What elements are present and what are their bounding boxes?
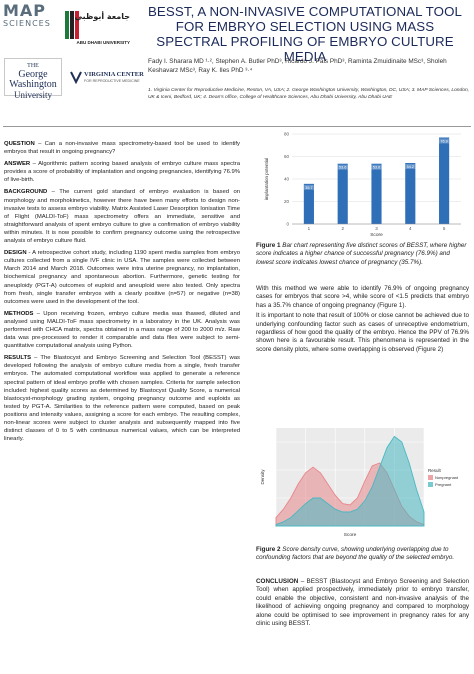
virginia-center-logo: VIRGINIA CENTER FOR REPRODUCTIVE MEDICIN… (70, 68, 144, 92)
background-heading: BACKGROUND (4, 189, 48, 196)
results-paragraph-1: With this method we were able to identif… (256, 285, 469, 309)
legend-label: Pregnant (435, 482, 452, 487)
methods-heading: METHODS (4, 310, 34, 317)
question-heading: QUESTION (4, 141, 35, 147)
figure-2-label: Figure 2 (256, 546, 281, 553)
question-section: QUESTION – Can a non-invasive mass spect… (4, 140, 240, 156)
question-text: – Can a non-invasive mass spectrometry-b… (4, 141, 240, 156)
figure-1-caption: Figure 1 Bar chart representing five dis… (256, 242, 469, 267)
gwu-george-washington: George Washington (9, 69, 57, 90)
x-axis-title: Score (370, 232, 383, 238)
y-tick-label: 40 (284, 177, 290, 182)
design-heading: DESIGN (4, 250, 27, 257)
palm-emblem-icon (65, 11, 79, 39)
bar-value-label: 54.2 (407, 165, 414, 169)
figure-1-label: Figure 1 (256, 242, 281, 249)
bar (371, 163, 382, 224)
map-sciences-logo: MAP SCIENCES (3, 2, 55, 28)
y-tick-label: 20 (284, 199, 290, 204)
results-paragraph-2: It is important to note that result of 1… (256, 312, 469, 353)
figure-1-bar-chart: 0 20 40 60 80 35.7 1 53.6 2 53.6 3 54.2 4 76.9 5 Score i… (264, 132, 461, 238)
answer-text: – Algorithmic pattern scoring based anal… (4, 161, 240, 184)
background-text: – The current gold standard of embryo ev… (4, 189, 240, 245)
bar (439, 137, 450, 224)
legend-swatch (428, 482, 433, 487)
conclusion-section: CONCLUSION – BESST (Blastocyst and Embry… (256, 578, 469, 628)
answer-section: ANSWER – Algorithmic pattern scoring bas… (4, 160, 240, 184)
x-tick-label: 5 (443, 226, 446, 231)
bar-label-bg (337, 164, 348, 170)
conclusion-text: – BESST (Blastocyst and Embryo Screening… (256, 578, 469, 628)
bar (405, 163, 416, 224)
author-list: Fady I. Sharara MD ¹·², Stephen A. Butle… (148, 58, 447, 74)
x-axis-title: Score (344, 532, 357, 538)
george-washington-university-logo: THE George Washington University (4, 58, 62, 100)
figure-1-caption-text: Bar chart representing five distinct sco… (256, 242, 467, 266)
header-divider (3, 126, 471, 127)
density-area (275, 435, 425, 527)
gwu-the: THE (27, 63, 39, 69)
results-section: RESULTS – The Blastocyst and Embryo Scre… (4, 354, 240, 443)
poster-header: MAP SCIENCES جامعة أبوظبي ABU DHABI UNIV… (0, 0, 474, 128)
bar-value-label: 76.9 (440, 139, 447, 143)
bar (303, 183, 314, 224)
poster-title: BESST, A NON-INVASIVE COMPUTATIONAL TOOL… (147, 4, 463, 64)
bar-value-label: 35.7 (305, 186, 312, 190)
figure-2-caption-text: Score density curve, showing underlying … (256, 546, 455, 562)
bar-label-bg (439, 138, 450, 144)
adu-english-name: ABU DHABI UNIVERSITY (76, 40, 130, 45)
bar-label-bg (405, 164, 416, 170)
sciences-logo-text: SCIENCES (3, 19, 51, 28)
results-text: – The Blastocyst and Embryo Screening an… (4, 355, 240, 443)
x-tick-label: 4 (409, 226, 412, 231)
y-tick-label: 0 (286, 222, 289, 227)
virginia-center-name: VIRGINIA CENTER (84, 71, 144, 78)
figure-2-caption: Figure 2 Score density curve, showing un… (256, 546, 469, 563)
x-tick-label: 1 (308, 226, 311, 231)
bar-value-label: 53.6 (339, 166, 346, 170)
results-heading: RESULTS (4, 355, 32, 362)
bar-label-bg (303, 184, 314, 190)
y-axis-title: Density (260, 469, 265, 485)
answer-heading: ANSWER (4, 161, 31, 168)
virginia-center-subtitle: FOR REPRODUCTIVE MEDICINE (84, 79, 140, 83)
abu-dhabi-university-logo: جامعة أبوظبي ABU DHABI UNIVERSITY (64, 8, 130, 50)
right-column-text: With this method we were able to identif… (256, 285, 469, 356)
methods-text: – Upon receiving frozen, embryo culture … (4, 310, 240, 350)
x-tick-label: 2 (341, 226, 344, 231)
x-tick-label: 3 (375, 226, 378, 231)
legend-label: Nonpregnant (435, 475, 459, 480)
background-section: BACKGROUND – The current gold standard o… (4, 188, 240, 245)
y-tick-label: 60 (284, 154, 290, 159)
bar-value-label: 53.6 (373, 166, 380, 170)
conclusion-heading: CONCLUSION (256, 578, 299, 585)
virginia-center-mark-icon (70, 71, 82, 84)
gwu-university: University (14, 90, 52, 100)
bar-label-bg (371, 164, 382, 170)
methods-section: METHODS – Upon receiving frozen, embryo … (4, 310, 240, 350)
y-axis-title: implantation potential (264, 158, 269, 201)
bar (337, 163, 348, 224)
left-column: QUESTION – Can a non-invasive mass spect… (4, 140, 240, 447)
map-logo-text: MAP (3, 1, 47, 20)
adu-arabic-name: جامعة أبوظبي (74, 12, 130, 21)
design-section: DESIGN - A retrospective cohort study, i… (4, 249, 240, 306)
legend-title: Result (428, 468, 442, 473)
legend-swatch (428, 475, 433, 480)
y-tick-label: 80 (284, 132, 290, 137)
affiliation-list: 1. Virginia Center for Reproductive Medi… (148, 88, 470, 100)
figure-2-density-chart: Score Density Result Nonpregnant Pregnant (260, 428, 459, 538)
design-text: - A retrospective cohort study, includin… (4, 250, 240, 305)
